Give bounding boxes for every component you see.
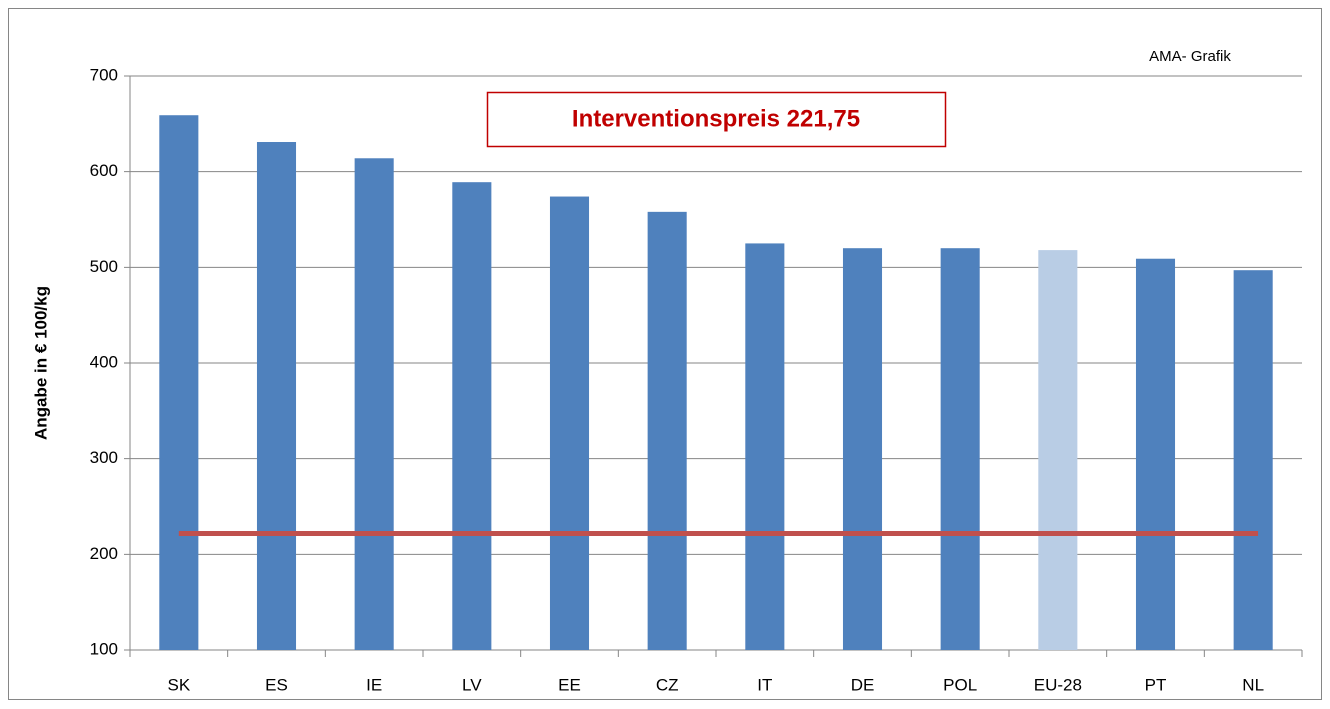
bar [940,248,980,650]
x-tick-label: DE [851,675,875,694]
annotation-box [486,91,947,148]
bar [452,182,492,650]
bar [1135,258,1176,650]
y-tick-label: 600 [90,161,118,180]
x-tick-label: LV [462,675,482,694]
y-tick-label: 100 [90,639,118,658]
bar [256,142,297,650]
y-tick-label: 300 [90,448,118,467]
y-tick-label: 400 [90,352,118,371]
x-tick-label: IT [757,675,772,694]
x-tick-label: ES [265,675,288,694]
x-tick-label: EU-28 [1034,675,1082,694]
bar [842,248,883,650]
source: AMA- Grafik [1149,48,1231,65]
x-tick-label: IE [366,675,382,694]
bar [549,196,590,651]
y-axis-label: Angabe in € 100/kg [31,286,50,440]
bar [745,243,785,650]
bar [647,211,687,650]
x-tick-label: NL [1242,675,1264,694]
x-tick-label: POL [943,675,977,694]
y-tick-label: 500 [90,257,118,276]
bar [159,115,199,651]
bar [1038,250,1078,650]
x-tick-label: PT [1145,675,1167,694]
bar [1233,270,1273,650]
x-tick-label: EE [558,675,581,694]
y-tick-label: 200 [90,544,118,563]
y-tick-label: 700 [90,65,118,84]
annotation: Interventionspreis 221,75 [572,105,860,132]
bar [354,158,394,651]
x-tick-label: SK [167,675,190,694]
x-tick-label: CZ [656,675,679,694]
